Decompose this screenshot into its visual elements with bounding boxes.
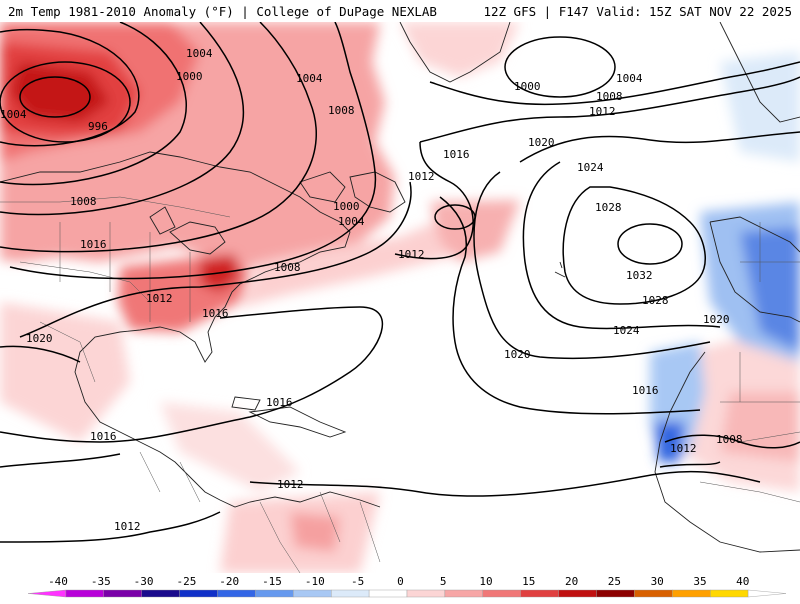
isobar-label: 1008 bbox=[70, 195, 97, 208]
colorbar-swatch bbox=[217, 589, 256, 598]
colorbar-tick-label: 25 bbox=[608, 575, 621, 588]
isobar-label: 1008 bbox=[596, 90, 623, 103]
isobar-label: 1008 bbox=[274, 261, 301, 274]
isobar-label: 1012 bbox=[670, 442, 697, 455]
colorbar-tick-label: -25 bbox=[176, 575, 196, 588]
colorbar-tick-label: 40 bbox=[736, 575, 749, 588]
isobar-label: 1012 bbox=[589, 105, 616, 118]
colorbar-swatch bbox=[444, 589, 483, 598]
colorbar-swatch bbox=[331, 589, 370, 598]
colorbar-tick-label: -35 bbox=[91, 575, 111, 588]
isobar-label: 1020 bbox=[26, 332, 53, 345]
colorbar-tick-label: 15 bbox=[522, 575, 535, 588]
isobar-label: 1012 bbox=[398, 248, 425, 261]
isobar-label: 1020 bbox=[703, 313, 730, 326]
colorbar-swatches bbox=[27, 589, 787, 598]
isobar-label: 1004 bbox=[338, 215, 365, 228]
isobar-label: 1000 bbox=[333, 200, 360, 213]
colorbar-swatch bbox=[368, 589, 408, 598]
isobar-label: 1016 bbox=[632, 384, 659, 397]
isobar-label: 1004 bbox=[186, 47, 213, 60]
isobar-label: 1012 bbox=[146, 292, 173, 305]
colorbar-swatch bbox=[747, 589, 787, 598]
colorbar-swatch bbox=[179, 589, 218, 598]
colorbar-swatch bbox=[293, 589, 332, 598]
colorbar-tick-label: 0 bbox=[397, 575, 404, 588]
colorbar-swatch bbox=[255, 589, 294, 598]
isobar-contours bbox=[0, 22, 800, 543]
header-bar: 2m Temp 1981-2010 Anomaly (°F) | College… bbox=[0, 0, 800, 22]
isobar-label: 1024 bbox=[577, 161, 604, 174]
map-title: 2m Temp 1981-2010 Anomaly (°F) | College… bbox=[8, 4, 437, 19]
isobar-label: 1016 bbox=[80, 238, 107, 251]
colorbar-swatch bbox=[520, 589, 559, 598]
colorbar-tick-label: -30 bbox=[134, 575, 154, 588]
isobar-label: 1004 bbox=[296, 72, 323, 85]
isobar-label: 1012 bbox=[277, 478, 304, 491]
colorbar-swatch bbox=[672, 589, 711, 598]
colorbar-tick-label: -20 bbox=[219, 575, 239, 588]
isobar-label: 1020 bbox=[528, 136, 555, 149]
isobar-label: 1028 bbox=[595, 201, 622, 214]
isobar-label: 1008 bbox=[716, 433, 743, 446]
isobar-label: 1016 bbox=[266, 396, 293, 409]
colorbar-tick-labels: -40 -35 -30 -25 -20 -15 -10 -5 0 5 10 15 20 25 30 35 40 bbox=[48, 575, 749, 588]
isobar-label: 1000 bbox=[514, 80, 541, 93]
colorbar-swatch bbox=[482, 589, 521, 598]
colorbar-tick-label: 20 bbox=[565, 575, 578, 588]
isobar-label: 1020 bbox=[504, 348, 531, 361]
colorbar-swatch bbox=[141, 589, 180, 598]
colorbar-tick-label: -5 bbox=[351, 575, 364, 588]
colorbar-tick-label: -10 bbox=[305, 575, 325, 588]
isobar-label: 1016 bbox=[202, 307, 229, 320]
isobar-label: 1012 bbox=[114, 520, 141, 533]
colorbar-swatch bbox=[103, 589, 142, 598]
isobar-labels: 1004 1004 1000 996 1004 1008 1008 1016 1… bbox=[0, 47, 743, 533]
anomaly-colorbar: -40 -35 -30 -25 -20 -15 -10 -5 0 5 10 15 20 25 30 35 40 bbox=[0, 573, 800, 600]
colorbar-swatch bbox=[558, 589, 597, 598]
colorbar-swatch bbox=[65, 589, 105, 598]
isobar-label: 1016 bbox=[90, 430, 117, 443]
colorbar-swatch bbox=[596, 589, 635, 598]
isobar-label: 1004 bbox=[616, 72, 643, 85]
isobar-label: 1028 bbox=[642, 294, 669, 307]
isobar-label: 996 bbox=[88, 120, 108, 133]
colorbar-swatch bbox=[634, 589, 673, 598]
colorbar-tick-label: 10 bbox=[479, 575, 492, 588]
isobar-label: 1016 bbox=[443, 148, 470, 161]
colorbar-swatch bbox=[27, 589, 67, 598]
colorbar-tick-label: 35 bbox=[693, 575, 706, 588]
colorbar-swatch bbox=[406, 589, 446, 598]
colorbar-swatch bbox=[710, 589, 749, 598]
isobar-label: 1032 bbox=[626, 269, 653, 282]
coastlines bbox=[0, 22, 800, 553]
colorbar-tick-label: -15 bbox=[262, 575, 282, 588]
colorbar-tick-label: -40 bbox=[48, 575, 68, 588]
forecast-map: 1004 1004 1000 996 1004 1008 1008 1016 1… bbox=[0, 22, 800, 573]
isobar-label: 1024 bbox=[613, 324, 640, 337]
model-run-info: 12Z GFS | F147 Valid: 15Z SAT NOV 22 202… bbox=[483, 4, 792, 19]
colorbar-tick-label: 5 bbox=[440, 575, 447, 588]
isobar-label: 1008 bbox=[328, 104, 355, 117]
colorbar-tick-label: 30 bbox=[651, 575, 664, 588]
isobar-label: 1012 bbox=[408, 170, 435, 183]
isobar-label: 1004 bbox=[0, 108, 27, 121]
isobar-label: 1000 bbox=[176, 70, 203, 83]
